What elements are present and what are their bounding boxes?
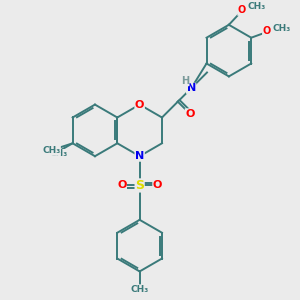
Text: N: N: [135, 151, 144, 161]
Text: O: O: [153, 180, 162, 190]
Text: O: O: [185, 109, 195, 119]
Text: O: O: [117, 180, 126, 190]
Text: N: N: [187, 83, 196, 93]
Text: S: S: [135, 179, 144, 192]
Text: CH₃: CH₃: [42, 146, 60, 155]
Text: CH₃: CH₃: [50, 149, 68, 158]
Text: O: O: [262, 26, 271, 36]
Text: CH₃: CH₃: [272, 24, 290, 33]
Text: CH₃: CH₃: [247, 2, 266, 11]
Text: O: O: [135, 100, 144, 110]
Text: CH₃: CH₃: [130, 285, 149, 294]
Text: O: O: [238, 5, 246, 15]
Text: H: H: [181, 76, 189, 86]
